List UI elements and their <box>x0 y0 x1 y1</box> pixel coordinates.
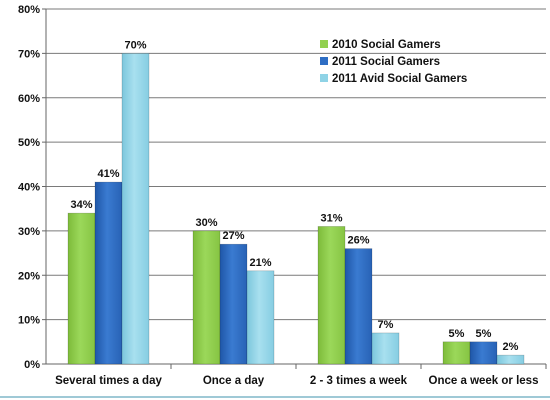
y-tick-label: 40% <box>18 182 40 194</box>
legend-label: 2011 Social Gamers <box>332 56 440 68</box>
x-tick-label: 2 - 3 times a week <box>310 375 408 387</box>
y-tick-label: 20% <box>18 270 40 282</box>
bar <box>192 230 221 365</box>
bar <box>442 341 471 365</box>
data-label: 27% <box>222 230 244 242</box>
data-label: 34% <box>70 199 92 211</box>
data-label: 26% <box>347 235 369 247</box>
y-tick-label: 10% <box>18 315 40 327</box>
data-labels: 34% 41% 70% 30% 27% 21% 31% 26% 7% 5% 5% 2% <box>70 39 518 353</box>
bar <box>317 226 346 365</box>
y-tick-label: 0% <box>24 359 40 371</box>
data-label: 21% <box>249 257 271 269</box>
bar <box>469 341 498 365</box>
bar <box>219 243 248 365</box>
x-tick-label: Once a week or less <box>429 375 539 387</box>
legend: 2010 Social Gamers 2011 Social Gamers 2011… <box>320 39 467 85</box>
y-tick-label: 60% <box>18 93 40 105</box>
y-tick-label: 30% <box>18 226 40 238</box>
axes: 0% 10% 20% 30% 40% 50% 60% 70% 80% Several times … <box>18 4 547 387</box>
bar <box>344 248 373 365</box>
data-label: 31% <box>320 212 342 224</box>
bars <box>67 53 525 365</box>
legend-swatch <box>320 57 328 65</box>
x-tick-label: Several times a day <box>55 375 162 387</box>
data-label: 7% <box>378 319 394 331</box>
y-tick-label: 80% <box>18 4 40 16</box>
bar <box>371 332 400 365</box>
data-label: 2% <box>503 341 519 353</box>
legend-swatch <box>320 74 328 82</box>
x-tick-label: Once a day <box>203 375 265 387</box>
bar <box>67 212 96 365</box>
data-label: 5% <box>449 328 465 340</box>
legend-label: 2010 Social Gamers <box>332 39 441 51</box>
y-tick-label: 70% <box>18 48 40 60</box>
data-label: 41% <box>97 168 119 180</box>
legend-label: 2011 Avid Social Gamers <box>332 73 467 85</box>
data-label: 70% <box>124 39 146 51</box>
bar <box>246 270 275 365</box>
bottom-divider <box>0 396 550 398</box>
data-label: 30% <box>195 217 217 229</box>
y-tick-label: 50% <box>18 137 40 149</box>
bar <box>496 354 525 365</box>
bar <box>94 181 123 365</box>
legend-swatch <box>320 40 328 48</box>
data-label: 5% <box>476 328 492 340</box>
bar <box>121 53 150 365</box>
